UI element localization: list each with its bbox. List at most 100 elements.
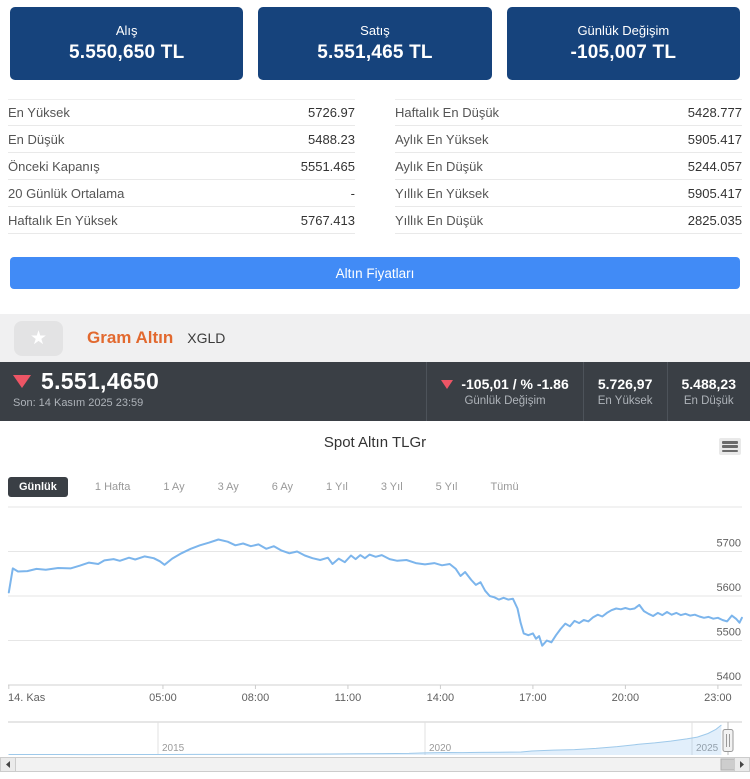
y-axis-label: 5400 [717,671,741,683]
sell-label: Satış [360,23,390,38]
buy-value: 5.550,650 TL [68,42,185,63]
change-label: Günlük Değişim [464,395,546,407]
y-axis-label: 5700 [717,538,741,550]
range-tumu[interactable]: Tümü [490,481,519,493]
stats-left-column: En Yüksek 5726.97 En Düşük 5488.23 Öncek… [8,99,355,234]
price-down-arrow-icon [13,375,31,388]
scrollbar-thumb[interactable] [720,758,736,771]
y-axis-label: 5600 [717,582,741,594]
buy-label: Alış [115,23,138,38]
table-row: Yıllık En Düşük 2825.035 [395,207,742,234]
favorite-star-button[interactable]: ★ [14,320,63,356]
table-row: Haftalık En Yüksek 5767.413 [8,207,355,234]
x-axis-label: 14. Kas [8,692,46,704]
stat-value: 5244.057 [687,158,742,174]
asset-header: ★ Gram Altın XGLD [0,314,750,362]
asset-name: Gram Altın [87,328,174,347]
x-axis-label: 23:00 [704,692,732,704]
high-label: En Yüksek [597,395,653,407]
buy-price-card: Alış 5.550,650 TL [10,7,244,80]
daily-change-label: Günlük Değişim [577,23,670,38]
stat-value: 5767.413 [300,212,355,228]
change-down-arrow-icon [441,379,454,389]
ticker-change-block: -105,01 / % -1.86 Günlük Değişim [426,362,582,421]
stat-label: Haftalık En Düşük [395,105,500,120]
ticker-price-block: 5.551,4650 Son: 14 Kasım 2025 23:59 [0,362,426,421]
x-axis-label: 14:00 [427,692,455,704]
stat-value: 5488.23 [308,131,355,147]
stat-label: 20 Günlük Ortalama [8,185,125,201]
stats-table: En Yüksek 5726.97 En Düşük 5488.23 Öncek… [8,99,742,234]
range-selector: Günlük 1 Hafta 1 Ay 3 Ay 6 Ay 1 Yıl 3 Yı… [8,477,525,497]
stat-label: Yıllık En Düşük [395,212,484,228]
table-row: Aylık En Düşük 5244.057 [395,153,742,180]
range-1-ay[interactable]: 1 Ay [163,481,185,493]
stat-label: Önceki Kapanış [8,158,100,174]
navigator-line [8,724,722,756]
ticker-bar: 5.551,4650 Son: 14 Kasım 2025 23:59 -105… [0,362,750,421]
range-1-yil[interactable]: 1 Yıl [326,481,348,493]
navigator-year-label: 2020 [429,743,452,754]
change-value: -105,01 / % -1.86 [461,376,569,392]
scrollbar-track[interactable] [0,757,750,772]
daily-change-value: -105,007 TL [570,42,677,63]
x-axis-label: 20:00 [612,692,640,704]
price-chart[interactable]: 5700 5600 5500 5400 14. Kas 05:00 08:00 11:00 14… [0,421,750,778]
price-line-series [7,538,743,647]
stat-value: 2825.035 [687,212,742,228]
x-axis-label: 17:00 [519,692,547,704]
stat-value: 5905.417 [687,185,742,201]
table-row: En Düşük 5488.23 [8,126,355,153]
range-3-ay[interactable]: 3 Ay [217,481,239,493]
range-6-ay[interactable]: 6 Ay [271,481,294,493]
daily-change-card: Günlük Değişim -105,007 TL [506,7,740,80]
table-row: Yıllık En Yüksek 5905.417 [395,180,742,207]
x-axis-label: 05:00 [149,692,177,704]
stats-right-column: Haftalık En Düşük 5428.777 Aylık En Yüks… [395,99,742,234]
table-row: En Yüksek 5726.97 [8,99,355,126]
gold-prices-button[interactable]: Altın Fiyatları [10,257,740,289]
stat-value: 5726.97 [308,105,355,120]
table-row: Haftalık En Düşük 5428.777 [395,99,742,126]
x-axis-label: 08:00 [242,692,270,704]
stat-value: 5551.465 [300,158,355,174]
x-axis-label: 11:00 [335,692,362,704]
current-price: 5.551,4650 [41,368,160,394]
sell-value: 5.551,465 TL [317,42,433,63]
stat-label: En Yüksek [8,105,70,120]
ticker-high-block: 5.726,97 En Yüksek [582,362,667,421]
last-update: Son: 14 Kasım 2025 23:59 [13,397,144,409]
stat-label: En Düşük [8,131,65,147]
star-icon: ★ [29,327,48,349]
navigator-year-label: 2025 [696,743,719,754]
chart-section: 5700 5600 5500 5400 14. Kas 05:00 08:00 11:00 14… [0,421,750,778]
chart-menu-icon[interactable] [719,438,741,455]
navigator-year-label: 2015 [162,743,185,754]
range-gunluk[interactable]: Günlük [8,477,68,497]
high-value: 5.726,97 [597,376,653,392]
low-value: 5.488,23 [681,376,737,392]
table-row: Aylık En Yüksek 5905.417 [395,126,742,153]
table-row: Önceki Kapanış 5551.465 [8,153,355,180]
stat-label: Aylık En Düşük [395,158,483,174]
navigator-handle[interactable] [722,729,734,752]
stat-value: - [350,185,355,201]
chart-title: Spot Altın TLGr [323,434,427,451]
low-label: En Düşük [683,395,734,407]
y-axis-label: 5500 [717,627,741,639]
sell-price-card: Satış 5.551,465 TL [258,7,492,80]
stat-label: Yıllık En Yüksek [395,185,489,201]
navigator-area [8,725,722,755]
stat-value: 5905.417 [687,131,742,147]
stat-value: 5428.777 [687,105,742,120]
range-3-yil[interactable]: 3 Yıl [380,481,403,493]
stat-label: Aylık En Yüksek [395,131,489,147]
scroll-left-arrow-icon [6,761,10,768]
range-1-hafta[interactable]: 1 Hafta [94,481,131,493]
range-5-yil[interactable]: 5 Yıl [435,481,458,493]
stat-label: Haftalık En Yüksek [8,212,118,228]
asset-code: XGLD [187,330,226,346]
ticker-low-block: 5.488,23 En Düşük [666,362,750,421]
table-row: 20 Günlük Ortalama - [8,180,355,207]
